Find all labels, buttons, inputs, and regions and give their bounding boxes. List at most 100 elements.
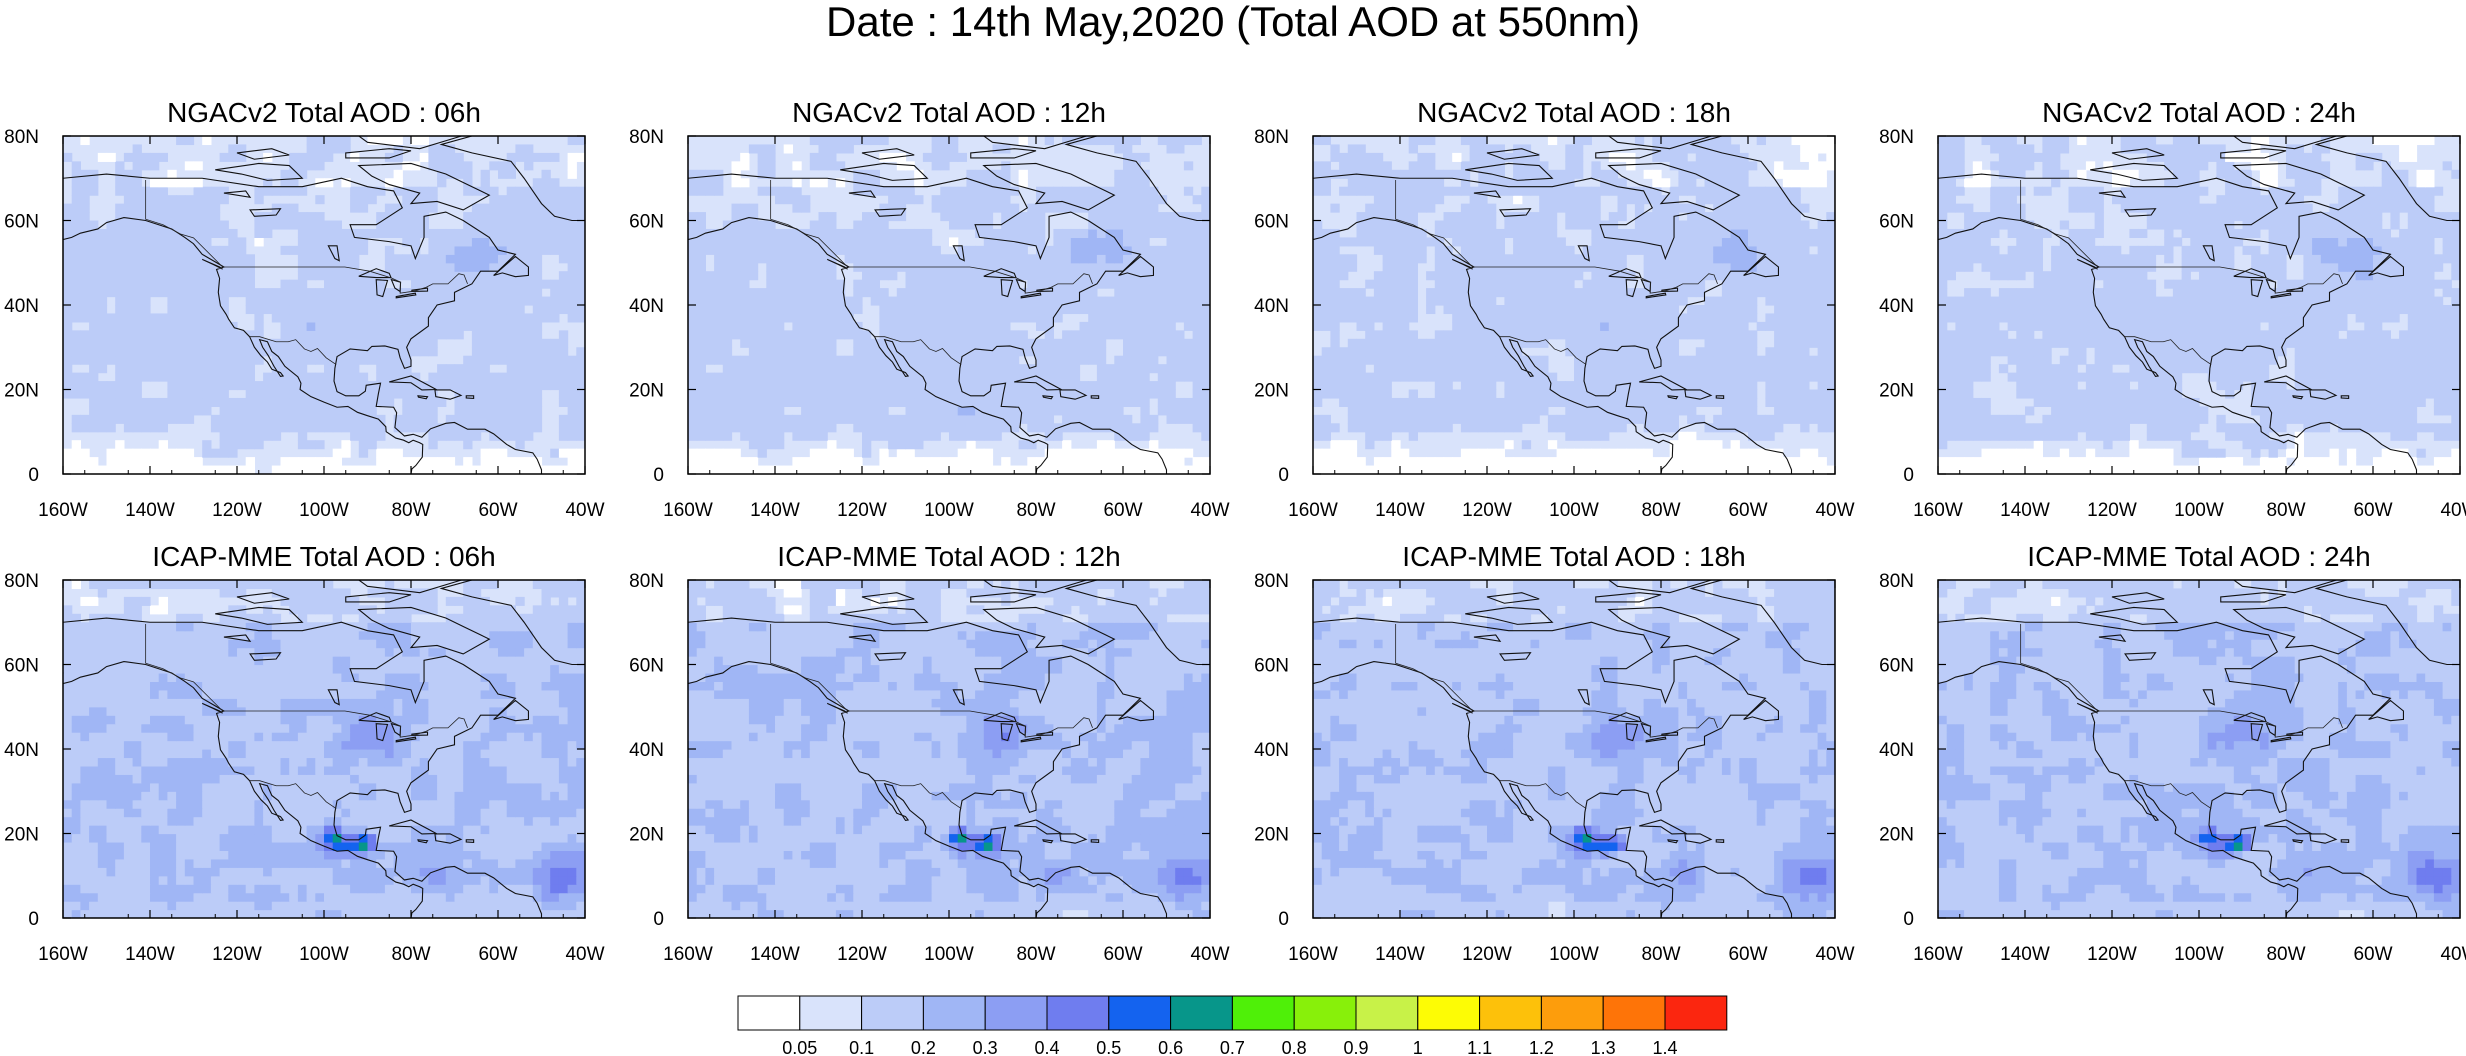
lon-tick-label: 140W xyxy=(2000,944,2050,965)
lon-tick-label: 80W xyxy=(2266,944,2305,965)
panel-title: NGACv2 Total AOD : 06h xyxy=(167,97,481,128)
lon-tick-label: 120W xyxy=(212,500,262,521)
lon-tick-label: 100W xyxy=(924,944,974,965)
lon-tick-label: 140W xyxy=(1375,944,1425,965)
lat-tick-label: 20N xyxy=(629,825,664,846)
lon-tick-label: 120W xyxy=(212,944,262,965)
colorbar-swatch xyxy=(861,995,924,1031)
colorbar-swatch xyxy=(1417,995,1481,1031)
lon-tick-label: 80W xyxy=(391,944,430,965)
lon-tick-label: 60W xyxy=(478,500,517,521)
country-border xyxy=(771,180,1093,365)
lat-tick-label: 20N xyxy=(629,381,664,402)
lon-tick-label: 80W xyxy=(391,500,430,521)
lon-tick-label: 160W xyxy=(1913,500,1963,521)
colorbar-label: 1 xyxy=(1413,1038,1423,1056)
lat-tick-label: 0 xyxy=(1903,465,1914,486)
lat-tick-label: 40N xyxy=(4,296,39,317)
colorbar-label: 0.4 xyxy=(1034,1038,1059,1056)
lon-tick-label: 40W xyxy=(2440,944,2466,965)
lat-tick-label: 40N xyxy=(4,740,39,761)
lat-tick-label: 0 xyxy=(1278,909,1289,930)
lat-tick-label: 20N xyxy=(4,381,39,402)
colorbar-swatch xyxy=(1293,995,1357,1031)
coastline xyxy=(28,572,585,918)
lat-tick-label: 0 xyxy=(28,909,39,930)
coastline xyxy=(1903,572,2460,918)
lat-tick-label: 60N xyxy=(4,656,39,677)
panel-title: NGACv2 Total AOD : 24h xyxy=(2042,97,2356,128)
panel-title: ICAP-MME Total AOD : 06h xyxy=(152,541,495,572)
lon-tick-label: 120W xyxy=(837,500,887,521)
map-panel: ICAP-MME Total AOD : 24h 160W 140W 120W 100W… xyxy=(1879,541,2466,965)
lon-tick-label: 40W xyxy=(565,944,604,965)
colorbar-swatch xyxy=(922,995,986,1031)
colorbar-swatch xyxy=(1664,995,1728,1031)
lat-tick-label: 60N xyxy=(4,212,39,233)
lon-tick-label: 140W xyxy=(125,944,175,965)
lat-tick-label: 0 xyxy=(28,465,39,486)
colorbar-swatch xyxy=(1170,995,1233,1031)
lon-tick-label: 140W xyxy=(750,500,800,521)
colorbar-swatch xyxy=(984,995,1048,1031)
colorbar-label: 1.1 xyxy=(1467,1038,1492,1056)
lon-tick-label: 100W xyxy=(1549,500,1599,521)
coastline xyxy=(1278,128,1835,474)
lon-tick-label: 160W xyxy=(663,500,713,521)
map-panel: NGACv2 Total AOD : 18h 160W 140W 120W 100W 80… xyxy=(1254,97,1854,521)
lon-tick-label: 40W xyxy=(1190,944,1229,965)
lon-tick-label: 160W xyxy=(38,500,88,521)
lon-tick-label: 40W xyxy=(1815,500,1854,521)
colorbar-label: 0.7 xyxy=(1220,1038,1245,1056)
lat-tick-label: 0 xyxy=(653,465,664,486)
lat-tick-label: 60N xyxy=(1254,212,1289,233)
lon-tick-label: 40W xyxy=(2440,500,2466,521)
lon-tick-label: 100W xyxy=(924,500,974,521)
lon-tick-label: 60W xyxy=(2353,944,2392,965)
colorbar-label: 1.3 xyxy=(1591,1038,1616,1056)
aod-field xyxy=(1313,136,1835,474)
lon-tick-label: 60W xyxy=(1103,944,1142,965)
lon-tick-label: 60W xyxy=(2353,500,2392,521)
lat-tick-label: 60N xyxy=(1879,656,1914,677)
lat-tick-label: 80N xyxy=(4,571,39,592)
aod-field xyxy=(1938,580,2460,918)
lat-tick-label: 80N xyxy=(1879,127,1914,148)
country-border xyxy=(1396,180,1718,365)
colorbar-label: 1.2 xyxy=(1529,1038,1554,1056)
lon-tick-label: 120W xyxy=(2087,500,2137,521)
colorbar-swatch xyxy=(1108,995,1172,1031)
lon-tick-label: 40W xyxy=(565,500,604,521)
lon-tick-label: 160W xyxy=(1288,500,1338,521)
colorbar-swatch xyxy=(1046,995,1110,1031)
lat-tick-label: 20N xyxy=(1879,825,1914,846)
coastline xyxy=(653,572,1210,918)
lat-tick-label: 20N xyxy=(1254,825,1289,846)
country-border xyxy=(2021,180,2343,365)
panel-title: ICAP-MME Total AOD : 12h xyxy=(777,541,1120,572)
panel-title: NGACv2 Total AOD : 12h xyxy=(792,97,1106,128)
colorbar-label: 0.2 xyxy=(911,1038,936,1056)
lon-tick-label: 160W xyxy=(38,944,88,965)
lat-tick-label: 80N xyxy=(4,127,39,148)
lat-tick-label: 60N xyxy=(1254,656,1289,677)
aod-field xyxy=(63,580,585,918)
lon-tick-label: 60W xyxy=(1728,500,1767,521)
coastline xyxy=(1903,128,2460,474)
map-panel: NGACv2 Total AOD : 24h 160W 140W 120W 100W 80… xyxy=(1879,97,2466,521)
panel-title: ICAP-MME Total AOD : 18h xyxy=(1402,541,1745,572)
lat-tick-label: 20N xyxy=(1879,381,1914,402)
aod-field xyxy=(63,136,585,474)
lon-tick-label: 80W xyxy=(1641,500,1680,521)
coastline xyxy=(28,128,585,474)
lon-tick-label: 80W xyxy=(2266,500,2305,521)
lon-tick-label: 100W xyxy=(299,944,349,965)
colorbar-label: 0.1 xyxy=(849,1038,874,1056)
lat-tick-label: 0 xyxy=(1903,909,1914,930)
lon-tick-label: 160W xyxy=(1288,944,1338,965)
colorbar-swatch xyxy=(1479,995,1542,1031)
colorbar-swatch xyxy=(1602,995,1666,1031)
lat-tick-label: 40N xyxy=(1254,740,1289,761)
aod-field xyxy=(1313,580,1835,918)
lat-tick-label: 20N xyxy=(4,825,39,846)
